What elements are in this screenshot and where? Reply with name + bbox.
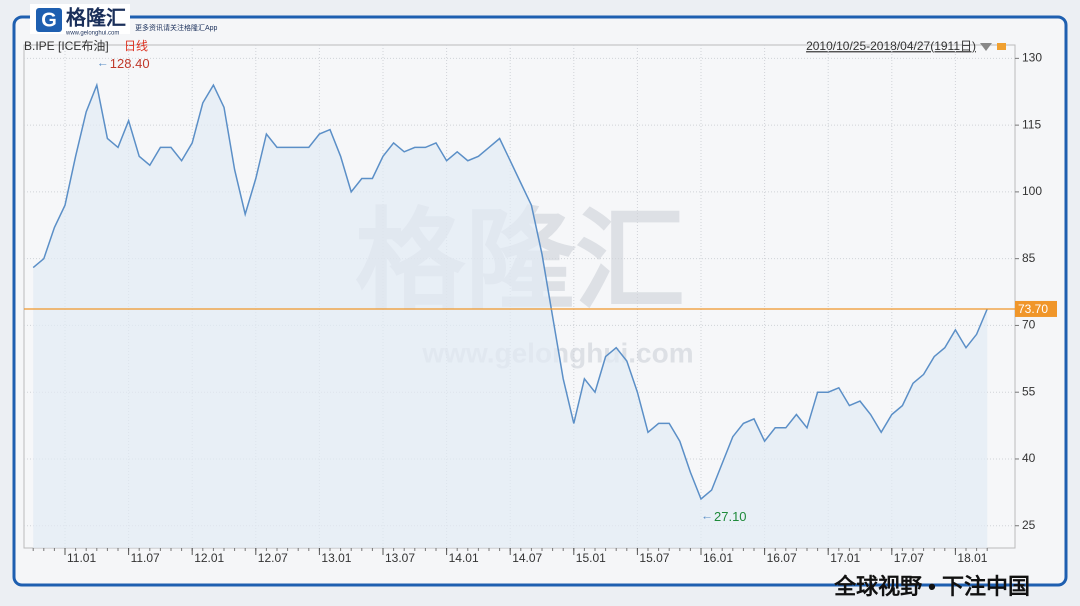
chart-title: B.IPE [ICE布油] bbox=[24, 39, 109, 53]
x-tick-label: 12.01 bbox=[194, 551, 224, 565]
logo-g: G bbox=[41, 9, 57, 31]
y-tick-label: 115 bbox=[1022, 117, 1041, 131]
x-tick-label: 17.01 bbox=[830, 551, 860, 565]
range-label: 2010/10/25-2018/04/27(1911日) bbox=[806, 39, 976, 53]
x-tick-label: 14.01 bbox=[449, 551, 479, 565]
dropdown-icon bbox=[980, 43, 992, 51]
x-tick-label: 11.01 bbox=[67, 551, 96, 565]
y-tick-label: 25 bbox=[1022, 518, 1036, 532]
brand: 格隆汇 bbox=[66, 5, 126, 29]
chart-subtitle: 日线 bbox=[124, 39, 148, 53]
x-tick-label: 16.01 bbox=[703, 551, 733, 565]
y-tick-label: 40 bbox=[1022, 451, 1036, 465]
x-tick-label: 18.01 bbox=[957, 551, 987, 565]
x-tick-label: 13.07 bbox=[385, 551, 415, 565]
x-tick-label: 11.07 bbox=[131, 551, 160, 565]
logo-mark bbox=[36, 8, 62, 32]
lock-icon bbox=[997, 43, 1006, 50]
y-tick-label: 100 bbox=[1022, 184, 1042, 198]
annotation-arrow: ← bbox=[701, 509, 713, 523]
y-tick-label: 85 bbox=[1022, 251, 1036, 265]
annotation: 128.40 bbox=[110, 56, 150, 71]
area bbox=[33, 85, 988, 548]
footer: 全球视野 • 下注中国 bbox=[833, 574, 1030, 599]
x-tick-label: 17.07 bbox=[894, 551, 924, 565]
x-tick-label: 16.07 bbox=[767, 551, 797, 565]
x-tick-label: 14.07 bbox=[512, 551, 542, 565]
y-tick-label: 70 bbox=[1022, 318, 1036, 332]
line bbox=[32, 82, 988, 501]
x-tick-label: 13.01 bbox=[321, 551, 351, 565]
annotation-arrow: ← bbox=[97, 56, 109, 70]
x-tick-label: 12.07 bbox=[258, 551, 288, 565]
brand-url: www.gelonghui.com bbox=[65, 31, 119, 37]
last-price-box bbox=[1015, 300, 1057, 317]
y-tick-label: 130 bbox=[1022, 51, 1042, 65]
x-tick-label: 15.07 bbox=[639, 551, 669, 565]
last-price-label: 73.70 bbox=[1018, 302, 1048, 316]
y-tick-label: 55 bbox=[1022, 384, 1036, 398]
tagline: 更多资讯请关注格隆汇App bbox=[135, 23, 218, 32]
annotation: 27.10 bbox=[714, 509, 747, 524]
x-tick-label: 15.01 bbox=[576, 551, 606, 565]
